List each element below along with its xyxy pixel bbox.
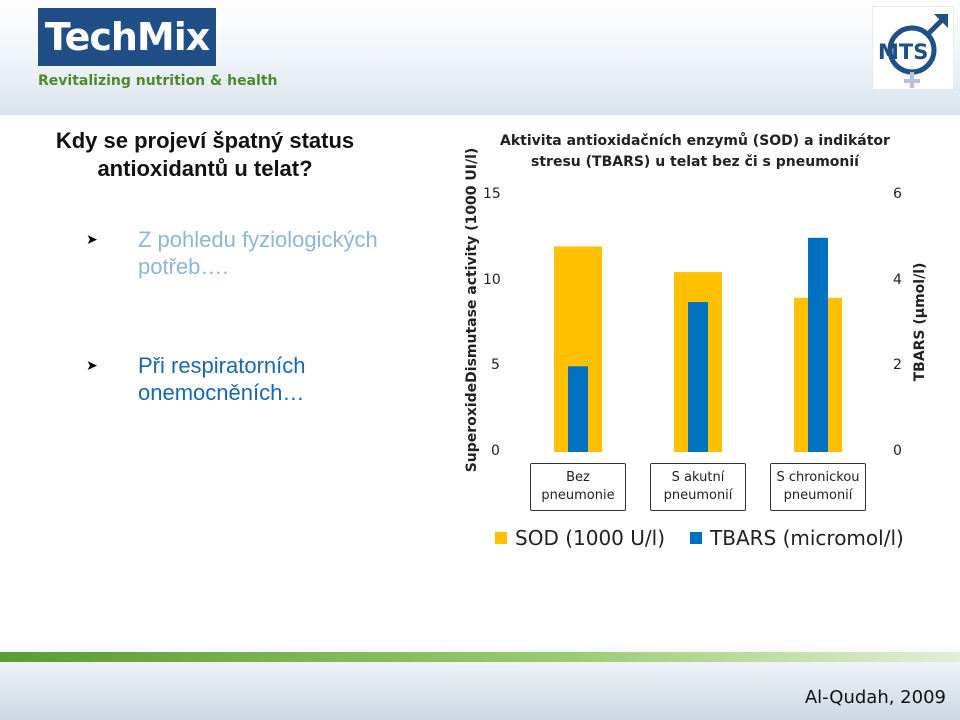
legend-label: TBARS (micromol/l) — [710, 526, 904, 550]
bar-sod — [674, 272, 722, 452]
bullet-text: Při respiratorních onemocněních… — [138, 353, 306, 405]
x-tick-label: S chronickou pneumonií — [770, 463, 866, 511]
legend-swatch-tbars — [690, 532, 702, 544]
techmix-logo: TechMix — [38, 8, 216, 66]
legend-item-tbars: TBARS (micromol/l) — [690, 526, 904, 550]
citation: Al-Qudah, 2009 — [804, 687, 946, 708]
chart-title: Aktivita antioxidačních enzymů (SOD) a i… — [500, 133, 890, 170]
legend-swatch-sod — [495, 532, 507, 544]
legend-label: SOD (1000 U/l) — [515, 526, 665, 550]
mts-logo-text: MTS — [878, 40, 929, 64]
y2-tick-label: 6 — [893, 186, 902, 202]
mts-logo: MTS — [871, 5, 955, 91]
bullet-text: Z pohledu fyziologických potřeb…. — [138, 227, 378, 279]
y-tick-label: 10 — [483, 271, 501, 288]
y-tick-label: 15 — [483, 186, 501, 202]
bar-tbars — [568, 366, 588, 452]
arrow-bullet-icon: ➤ — [86, 231, 98, 247]
y-tick-label: 0 — [491, 443, 500, 459]
gender-symbol-icon — [871, 5, 955, 91]
logo-tagline: Revitalizing nutrition & health — [38, 73, 278, 89]
y2-tick-label: 0 — [893, 443, 902, 459]
x-tick-label: S akutní pneumonií — [650, 463, 746, 511]
bar-tbars — [688, 302, 708, 452]
arrow-bullet-icon: ➤ — [86, 357, 98, 373]
footer-stripe — [0, 652, 960, 662]
y-tick-label: 5 — [491, 357, 500, 374]
legend-item-sod: SOD (1000 U/l) — [495, 526, 665, 550]
slide-title: Kdy se projeví špatný status antioxidant… — [55, 128, 355, 181]
y2-tick-label: 4 — [893, 271, 902, 288]
logo-text: TechMix — [44, 15, 211, 59]
bar-tbars — [808, 237, 828, 452]
y2-axis-label: TBARS (µmol/l) — [912, 262, 928, 382]
y-axis-label: SuperoxideDismutase activity (1000 UI/l) — [464, 147, 480, 473]
bar-sod — [794, 297, 842, 452]
bar-sod — [554, 246, 602, 452]
y2-tick-label: 2 — [893, 357, 902, 374]
x-tick-label: Bez pneumonie — [530, 463, 626, 511]
